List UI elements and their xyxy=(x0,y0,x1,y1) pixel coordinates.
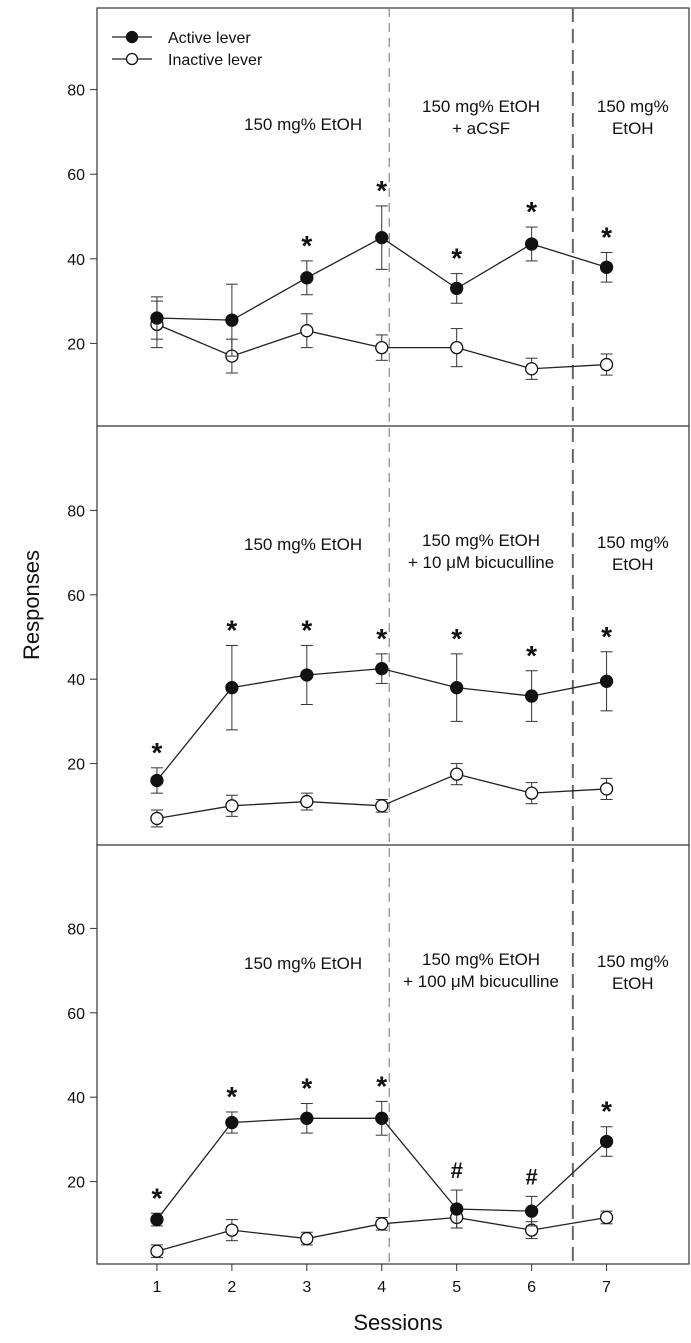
inactive-lever-point xyxy=(375,1217,389,1231)
inactive-lever-point xyxy=(599,357,614,372)
hash-significance-marker: # xyxy=(526,1164,538,1189)
y-tick-label: 80 xyxy=(67,921,85,938)
significance-marker: * xyxy=(601,621,612,652)
y-tick-label: 80 xyxy=(67,503,85,520)
legend-marker xyxy=(125,30,139,44)
significance-marker: * xyxy=(226,614,237,645)
active-lever-point xyxy=(150,1212,164,1227)
active-lever-point xyxy=(450,680,464,695)
phase-annotation: 150 mg% EtOH + 10 μM bicuculline xyxy=(408,531,554,572)
active-lever-point xyxy=(524,237,539,251)
inactive-lever-point xyxy=(599,1210,614,1225)
y-tick-label: 40 xyxy=(67,252,85,269)
x-axis-title: Sessions xyxy=(353,1310,442,1335)
significance-marker: * xyxy=(376,1070,387,1101)
phase-annotation: 150 mg% EtOH xyxy=(244,954,362,973)
phase-annotation: 150 mg% EtOH xyxy=(244,535,362,554)
y-tick-label: 20 xyxy=(67,757,85,774)
significance-marker: * xyxy=(151,1182,162,1213)
inactive-lever-point xyxy=(450,767,464,781)
active-lever-point xyxy=(599,260,614,274)
inactive-lever-point xyxy=(300,324,314,338)
inactive-lever-point xyxy=(225,799,239,813)
inactive-lever-point xyxy=(300,794,314,809)
active-lever-line xyxy=(156,667,607,781)
x-tick-label: 2 xyxy=(227,1279,236,1296)
y-tick-label: 80 xyxy=(67,83,85,100)
significance-marker: * xyxy=(376,623,387,654)
inactive-lever-point xyxy=(225,1223,239,1237)
y-tick-label: 60 xyxy=(67,167,85,184)
plot-frame xyxy=(96,7,690,1265)
significance-marker: * xyxy=(301,230,312,261)
phase-annotation: 150 mg% EtOH + 100 μM bicuculline xyxy=(403,950,559,991)
significance-marker: * xyxy=(601,1096,612,1127)
inactive-lever-point xyxy=(150,1244,164,1258)
inactive-lever-point xyxy=(375,340,389,355)
inactive-lever-point xyxy=(599,782,614,796)
legend-marker xyxy=(125,52,139,66)
inactive-lever-point xyxy=(450,340,464,355)
active-lever-point xyxy=(375,662,389,676)
significance-marker: * xyxy=(451,243,462,274)
inactive-lever-point xyxy=(300,1231,314,1246)
y-tick-label: 60 xyxy=(67,1006,85,1023)
active-lever-point xyxy=(375,230,389,245)
significance-marker: * xyxy=(601,221,612,252)
phase-annotation: 150 mg% EtOH xyxy=(597,533,669,574)
inactive-lever-point xyxy=(524,786,539,800)
phase-annotation: 150 mg% EtOH + aCSF xyxy=(422,97,540,138)
significance-marker: * xyxy=(226,1081,237,1112)
active-lever-point xyxy=(300,1111,314,1125)
hash-significance-marker: # xyxy=(451,1158,463,1183)
legend-label: Active lever xyxy=(168,30,251,47)
significance-marker: * xyxy=(526,640,537,671)
y-tick-label: 60 xyxy=(67,588,85,605)
significance-marker: * xyxy=(301,1073,312,1104)
inactive-lever-point xyxy=(375,799,389,813)
significance-marker: * xyxy=(376,175,387,206)
significance-marker: * xyxy=(301,614,312,645)
active-lever-point xyxy=(599,674,614,688)
significance-marker: * xyxy=(526,196,537,227)
y-tick-label: 40 xyxy=(67,1090,85,1107)
active-lever-point xyxy=(375,1111,389,1125)
x-tick-label: 6 xyxy=(527,1279,536,1296)
significance-marker: * xyxy=(151,737,162,768)
phase-annotation: 150 mg% EtOH xyxy=(597,952,669,993)
active-lever-point xyxy=(450,1202,464,1216)
x-tick-label: 7 xyxy=(602,1279,611,1296)
active-lever-point xyxy=(300,668,314,682)
active-lever-point xyxy=(300,271,314,285)
active-lever-point xyxy=(225,680,239,695)
y-tick-label: 40 xyxy=(67,672,85,689)
active-lever-point xyxy=(150,773,164,788)
phase-annotation: 150 mg% EtOH xyxy=(244,115,362,134)
y-tick-label: 20 xyxy=(67,1175,85,1192)
y-axis-title: Responses xyxy=(19,550,44,660)
active-lever-point xyxy=(150,311,164,325)
active-lever-point xyxy=(599,1134,614,1149)
x-tick-label: 4 xyxy=(377,1279,386,1296)
y-tick-label: 20 xyxy=(67,336,85,353)
active-lever-point xyxy=(524,689,539,703)
active-lever-point xyxy=(450,281,464,296)
x-tick-label: 1 xyxy=(152,1279,161,1296)
x-tick-label: 3 xyxy=(302,1279,311,1296)
legend-label: Inactive lever xyxy=(168,52,263,69)
inactive-lever-point xyxy=(524,362,539,376)
x-tick-label: 5 xyxy=(452,1279,461,1296)
inactive-lever-point xyxy=(150,811,164,826)
active-lever-point xyxy=(225,1115,239,1130)
active-lever-point xyxy=(524,1204,539,1218)
phase-annotation: 150 mg% EtOH xyxy=(597,97,669,138)
significance-marker: * xyxy=(451,623,462,654)
active-lever-point xyxy=(225,313,239,327)
